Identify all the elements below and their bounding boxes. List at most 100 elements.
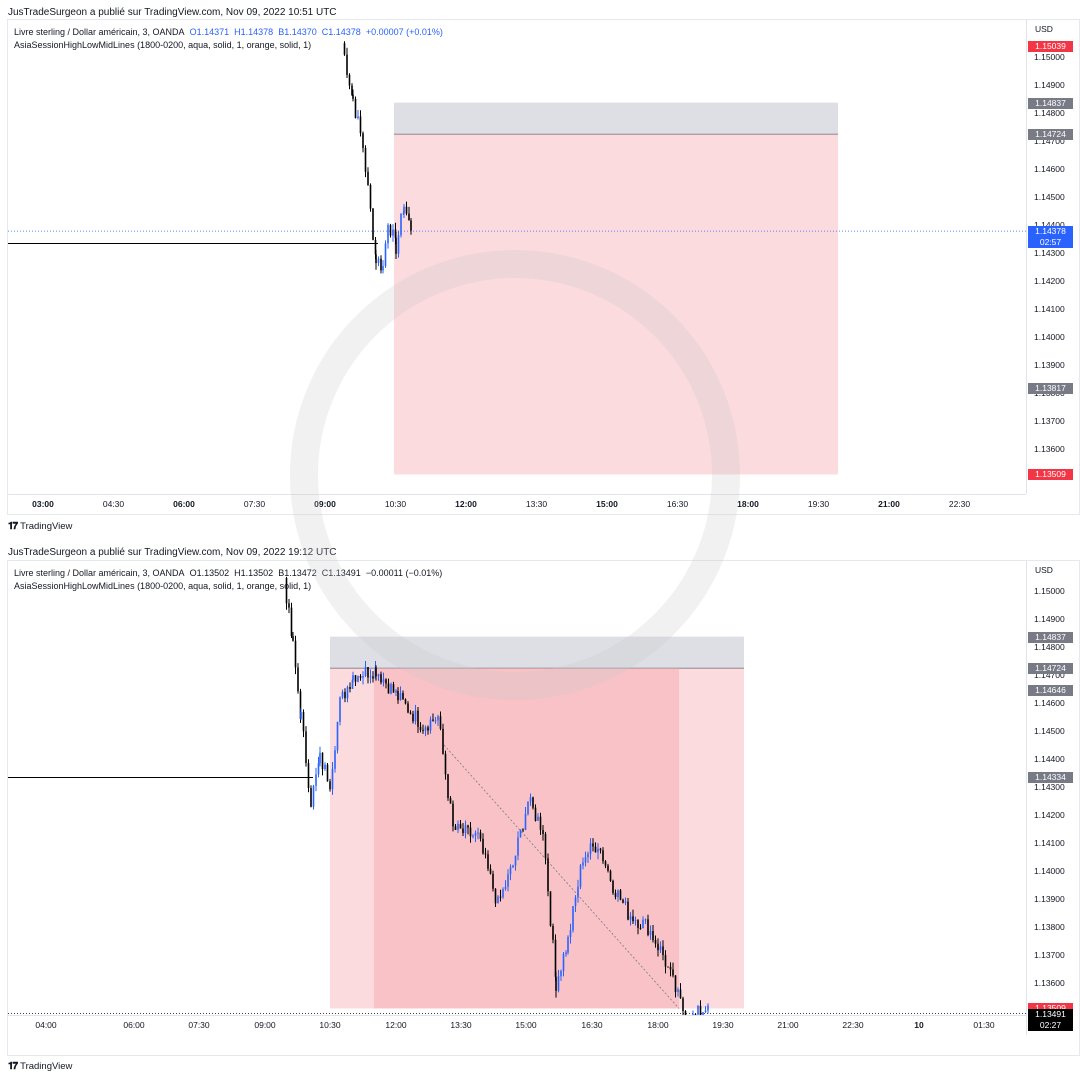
candle-body (352, 94, 354, 99)
candle-body (439, 716, 442, 729)
candle-body (557, 976, 560, 991)
bottom-time-tick: 12:00 (385, 1020, 407, 1030)
candle-body (704, 1010, 707, 1013)
bottom-price-axis[interactable]: USD 1.15000 1.14900 1.14800 1.14700 1.14600 1… (1026, 561, 1079, 1035)
candle-body (403, 206, 405, 214)
candle-body (407, 703, 409, 713)
candle-body (305, 731, 307, 763)
candle-body (384, 243, 387, 266)
bottom-time-tick: 15:00 (515, 1020, 537, 1030)
candle-body (299, 691, 302, 719)
candle-body (617, 890, 619, 898)
top-time-tick: 07:30 (243, 499, 266, 509)
bottom-time-axis[interactable]: 04:00 06:00 07:30 09:00 10:30 12:00 13:30 15:00… (8, 1015, 1026, 1036)
top-chart-canvas[interactable] (8, 20, 1026, 494)
bottom-symbol-title[interactable]: Livre sterling / Dollar américain, 3, OA… (14, 568, 185, 578)
candle-body (429, 719, 432, 731)
bottom-ohlc-high: H1.13502 (234, 568, 274, 578)
top-price-tick: 1.14500 (1034, 192, 1065, 202)
candle-body (552, 925, 554, 940)
top-currency-label[interactable]: USD (1035, 24, 1053, 34)
top-ohlc-close: C1.14378 (321, 27, 361, 37)
candle-body (321, 752, 324, 770)
candle-body (397, 690, 399, 701)
candle-body (484, 853, 487, 855)
candle-body (352, 675, 354, 680)
candle-body (609, 870, 612, 881)
candle-body (534, 807, 537, 821)
candle-body (657, 943, 659, 951)
candle-body (677, 989, 679, 992)
candle-body (479, 832, 482, 839)
candle-body (529, 797, 532, 802)
candle-body (387, 224, 389, 244)
candle-body (346, 686, 349, 699)
candle-body (367, 171, 369, 185)
candle-body (592, 843, 594, 847)
top-time-tick: 21:00 (878, 499, 900, 509)
candle-body (569, 930, 572, 937)
candle-body (351, 679, 354, 689)
bottom-price-tick: 1.14600 (1034, 698, 1065, 708)
candle-body (697, 1005, 699, 1015)
candle-body (632, 916, 634, 922)
candle-body (364, 667, 367, 676)
candle-body (288, 603, 290, 608)
candle-body (372, 676, 374, 679)
bottom-indicator-label[interactable]: AsiaSessionHighLowMidLines (1800-0200, a… (14, 581, 312, 591)
bottom-time-tick: 01:30 (973, 1020, 995, 1030)
candle-body (400, 213, 402, 236)
candle-body (397, 235, 400, 254)
top-time-axis[interactable]: 03:00 04:30 06:00 07:30 09:00 10:30 12:00 13:30… (8, 494, 1026, 514)
top-symbol-title[interactable]: Livre sterling / Dollar américain, 3, OA… (14, 27, 185, 37)
candle-body (310, 787, 312, 807)
candle-body (597, 848, 599, 853)
top-plot-area[interactable]: Livre sterling / Dollar américain, 3, OA… (8, 20, 1026, 494)
candle-body (409, 712, 412, 714)
top-time-tick: 15:00 (596, 499, 618, 509)
candle-body (467, 825, 469, 828)
candle-body (649, 931, 652, 935)
top-indicator-label[interactable]: AsiaSessionHighLowMidLines (1800-0200, a… (14, 40, 312, 50)
top-ohlc-change: +0.00007 (+0.01%) (365, 27, 443, 37)
bottom-currency-label[interactable]: USD (1035, 565, 1053, 575)
candle-body (474, 833, 477, 836)
bottom-price-tick: 1.14700 (1034, 670, 1065, 680)
bottom-time-tick: 21:00 (777, 1020, 799, 1030)
top-price-tick: 1.14700 (1034, 136, 1065, 146)
candle-body (532, 797, 534, 808)
bottom-time-tick: 09:00 (254, 1020, 276, 1030)
candle-body (624, 901, 627, 903)
bottom-plot-area[interactable]: Livre sterling / Dollar américain, 3, OA… (8, 561, 1026, 1035)
candle-body (294, 640, 297, 668)
bottom-time-tick: 19:30 (712, 1020, 734, 1030)
candle-body (369, 184, 372, 209)
top-price-axis[interactable]: USD 1.15000 1.14900 1.14800 1.14700 1.14600 1… (1026, 20, 1079, 494)
candle-body (599, 848, 602, 851)
candle-body (336, 721, 339, 751)
top-price-label: 1.14378 02:57 (1028, 226, 1073, 249)
bottom-chart-canvas[interactable] (8, 561, 1026, 1035)
candle-body (607, 865, 609, 871)
candle-body (637, 920, 639, 928)
candle-body (419, 726, 422, 730)
candle-body (514, 855, 517, 866)
candle-body (290, 607, 293, 637)
bottom-price-tick: 1.13600 (1034, 978, 1065, 988)
top-chart-panel[interactable]: Livre sterling / Dollar américain, 3, OA… (7, 19, 1080, 515)
candle-body (324, 764, 326, 770)
candle-body (464, 825, 467, 834)
top-price-label: 1.14837 (1028, 97, 1073, 109)
candle-body (519, 829, 522, 838)
top-price-label: 1.13509 (1028, 469, 1073, 481)
bottom-chart-panel[interactable]: Livre sterling / Dollar américain, 3, OA… (7, 560, 1080, 1056)
candle-body (315, 774, 317, 786)
bottom-price-tick: 1.14400 (1034, 754, 1065, 764)
candle-body (694, 1014, 697, 1016)
bottom-time-tick: 18:00 (647, 1020, 669, 1030)
candle-body (504, 886, 507, 889)
candle-body (659, 946, 662, 951)
candle-body (509, 867, 512, 875)
candle-body (627, 901, 629, 920)
candle-body (702, 1012, 704, 1016)
